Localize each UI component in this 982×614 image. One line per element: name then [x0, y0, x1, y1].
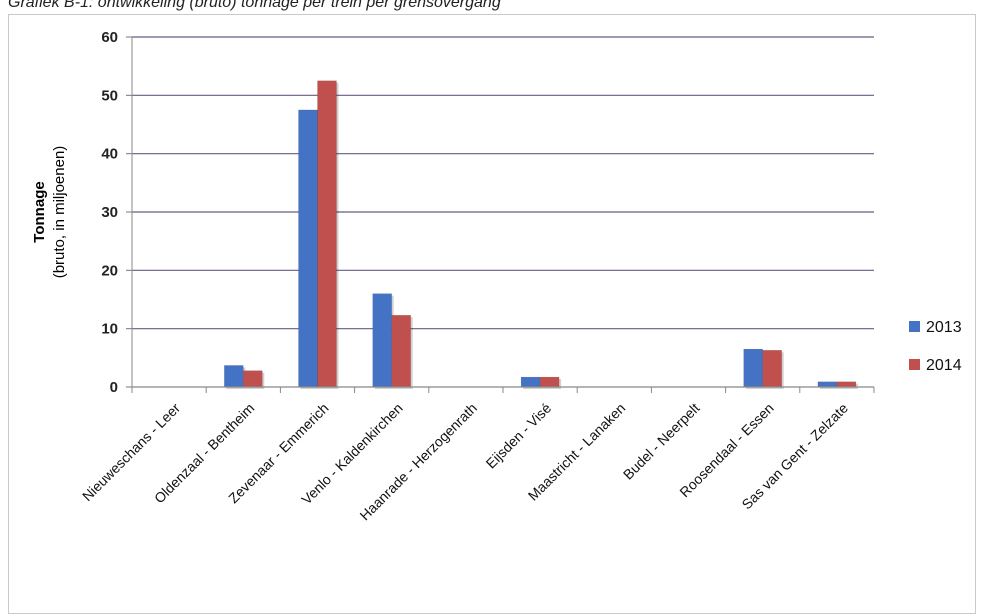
- legend-label-2013: 2013: [926, 319, 962, 336]
- y-tick-label: 10: [101, 321, 118, 338]
- y-axis-label: Tonnage: [31, 181, 48, 242]
- y-tick-label: 40: [101, 146, 118, 163]
- bar-2014-2: [317, 80, 339, 389]
- y-axis-ticks: 0 10 20 30 40 50 60: [101, 29, 132, 396]
- bars: [224, 80, 858, 390]
- bar-2013-2: [298, 109, 320, 390]
- y-axis-sublabel: (bruto, in miljoenen): [51, 146, 68, 279]
- bar-2013-1: [224, 365, 246, 389]
- bar-2013-8: [743, 348, 765, 389]
- y-tick-label: 0: [110, 379, 118, 396]
- bar-2014-1: [243, 370, 265, 389]
- y-tick-label: 50: [101, 87, 118, 104]
- bar-2013-3: [372, 293, 394, 389]
- y-axis-title: Tonnage (bruto, in miljoenen): [31, 146, 68, 279]
- y-tick-label: 30: [101, 204, 118, 221]
- x-category-label: Eijsden - Visé: [483, 400, 555, 472]
- legend-swatch-2013: [909, 321, 920, 332]
- axes: [131, 37, 875, 393]
- y-tick-label: 60: [101, 29, 118, 46]
- x-category-label: Budel - Neerpelt: [620, 400, 703, 483]
- chart-frame: [8, 14, 976, 614]
- legend-swatch-2014: [909, 359, 920, 370]
- bar-2013-9: [817, 381, 839, 389]
- bar-2014-9: [836, 381, 858, 389]
- y-tick-label: 20: [101, 262, 118, 279]
- chart-caption: Grafiek B-1: ontwikkeling (bruto) tonnag…: [8, 0, 501, 11]
- legend: 2013 2014: [909, 319, 962, 374]
- bar-2014-3: [391, 315, 413, 389]
- gridlines: [132, 36, 874, 330]
- legend-label-2014: 2014: [926, 357, 962, 374]
- bar-2014-8: [762, 350, 784, 389]
- bar-chart: 0 10 20 30 40 50 60 Nieuweschans - LeerOldenza…: [31, 29, 962, 524]
